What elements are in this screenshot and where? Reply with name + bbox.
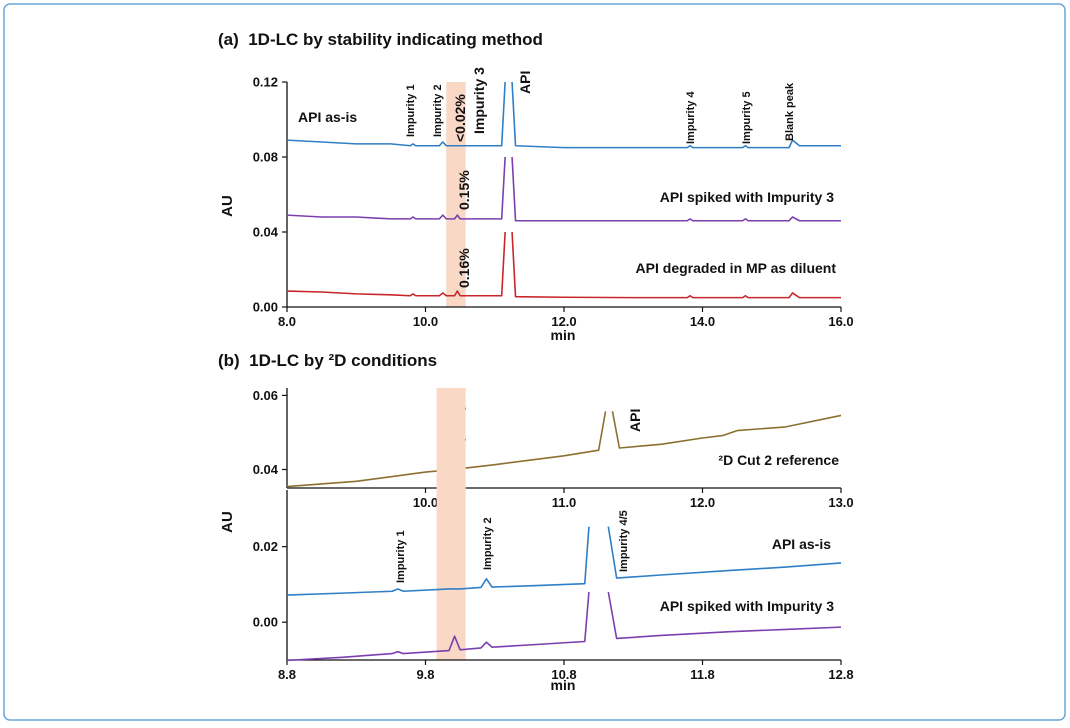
y-tick-label: 0.12	[253, 75, 278, 90]
x-tick-label: 14.0	[690, 314, 715, 329]
highlight-band	[436, 388, 466, 660]
x-tick-label: 12.0	[551, 314, 576, 329]
y-tick-label: 0.08	[253, 150, 278, 165]
y-tick-label: 0.00	[253, 300, 278, 315]
y-tick-label: 0.06	[253, 388, 278, 403]
peak-annotation: <0.02%	[452, 94, 468, 142]
peak-annotation: Impurity 1	[405, 84, 417, 137]
peak-annotation: Impurity 2	[482, 517, 494, 570]
trace-label: API spiked with Impurity 3	[660, 598, 834, 614]
highlight-band	[446, 82, 466, 307]
y-tick-label: 0.04	[253, 225, 279, 240]
peak-annotation: Impurity 3	[471, 67, 487, 134]
x-tick-label: 10.0	[413, 314, 438, 329]
peak-annotation: Impurity 4	[685, 91, 697, 144]
trace	[286, 81, 841, 149]
panel-title: (b) 1D-LC by ²D conditions	[218, 351, 437, 370]
x-tick-label: 8.0	[278, 314, 296, 329]
panel-title: (a) 1D-LC by stability indicating method	[218, 30, 543, 49]
y-axis-label: AU	[219, 195, 236, 217]
x-tick-label: 12.0	[690, 495, 715, 510]
x-axis-label: min	[551, 677, 576, 693]
peak-annotation: Blank peak	[784, 82, 796, 141]
frame	[3, 3, 1066, 721]
x-tick-label: 12.8	[828, 667, 853, 682]
peak-annotation: API	[627, 409, 643, 432]
trace-label: API spiked with Impurity 3	[660, 189, 834, 205]
x-tick-label: 16.0	[828, 314, 853, 329]
trace	[286, 591, 842, 662]
trace	[286, 231, 841, 299]
y-tick-label: 0.04	[253, 462, 279, 477]
x-axis-label: min	[551, 327, 576, 343]
x-tick-label: 9.8	[416, 667, 434, 682]
trace	[286, 156, 841, 222]
trace-label: API degraded in MP as diluent	[636, 260, 837, 276]
trace-label: API as-is	[772, 536, 831, 552]
x-tick-label: 10.8	[551, 667, 576, 682]
peak-annotation: Impurity 5	[741, 91, 753, 144]
peak-annotation: 0.16%	[456, 248, 472, 288]
peak-annotation: API	[517, 71, 533, 94]
y-axis-label: AU	[219, 511, 236, 533]
peak-annotation: Impurity 4/5	[618, 510, 630, 572]
trace	[286, 526, 842, 596]
x-tick-label: 10.0	[413, 495, 438, 510]
y-tick-label: 0.00	[253, 615, 278, 630]
peak-annotation: Impurity 1	[395, 530, 407, 583]
trace-label: ²D Cut 2 reference	[718, 452, 839, 468]
x-tick-label: 11.8	[690, 667, 715, 682]
peak-annotation: Impurity 2	[432, 84, 444, 137]
x-tick-label: 8.8	[278, 667, 296, 682]
trace-label: API as-is	[298, 109, 357, 125]
x-tick-label: 11.0	[552, 495, 577, 510]
x-tick-label: 13.0	[828, 495, 853, 510]
peak-annotation: 0.15%	[456, 170, 472, 210]
y-tick-label: 0.02	[253, 539, 278, 554]
